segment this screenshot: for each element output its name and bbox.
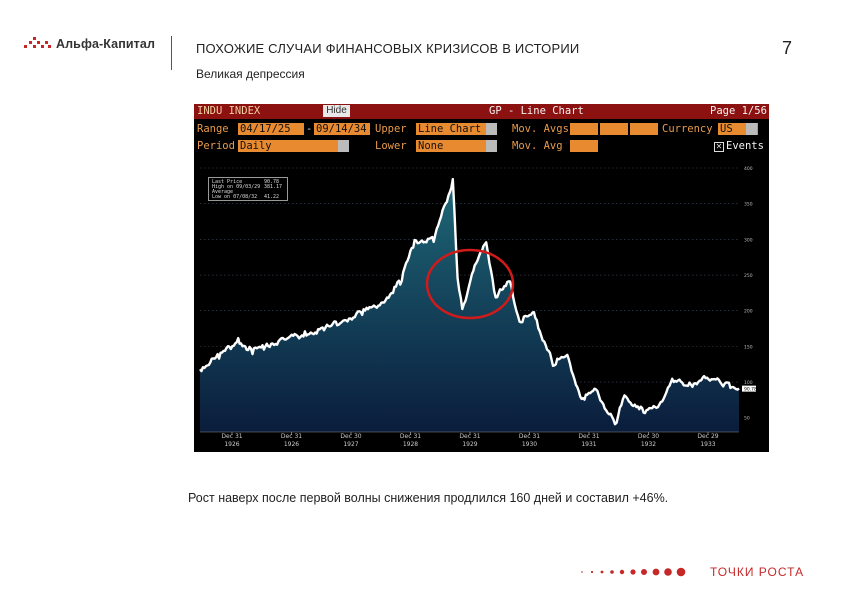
legend-value: 41.22 bbox=[264, 194, 280, 200]
x-tick-label: Dec 31 bbox=[578, 433, 599, 440]
period-field[interactable]: Daily bbox=[238, 140, 338, 152]
x-tick-label: 1928 bbox=[403, 441, 418, 448]
x-tick-label: 1926 bbox=[224, 441, 239, 448]
range-label: Range bbox=[197, 123, 229, 135]
upper-label: Upper bbox=[375, 123, 407, 135]
x-tick-label: Dec 31 bbox=[459, 433, 480, 440]
x-tick-label: 1929 bbox=[462, 441, 477, 448]
mov-avgs-label: Mov. Avgs bbox=[512, 123, 569, 135]
lower-field[interactable]: None bbox=[416, 140, 486, 152]
legend-value: 90.78 bbox=[264, 179, 280, 185]
mov-avgs-field-2[interactable] bbox=[600, 123, 628, 135]
company-logo: Альфа-Капитал bbox=[22, 36, 155, 52]
range-start-field[interactable]: 04/17/25 bbox=[238, 123, 304, 135]
legend-label: Last Price bbox=[212, 179, 243, 185]
slide-subtitle: Великая депрессия bbox=[196, 67, 305, 81]
terminal-title-bar bbox=[194, 104, 769, 119]
x-tick-label: Dec 29 bbox=[697, 433, 718, 440]
upper-field[interactable]: Line Chart bbox=[416, 123, 486, 135]
legend-label: Average bbox=[212, 189, 234, 195]
period-dropdown-icon[interactable] bbox=[338, 140, 349, 152]
header-divider bbox=[171, 36, 172, 70]
last-price-marker bbox=[742, 385, 756, 392]
x-tick-label: Dec 31 bbox=[221, 433, 242, 440]
period-label: Period bbox=[197, 140, 235, 152]
y-tick-label: 100 bbox=[744, 380, 753, 386]
currency-label: Currency bbox=[662, 123, 713, 135]
x-tick-label: Dec 30 bbox=[340, 433, 361, 440]
y-tick-label: 250 bbox=[744, 273, 753, 279]
page-number: 7 bbox=[782, 38, 793, 58]
mov-avg-label: Mov. Avg bbox=[512, 140, 563, 152]
terminal-chart-window: INDU INDEX Hide GP - Line Chart Page 1/5… bbox=[194, 104, 769, 452]
y-tick-label: 300 bbox=[744, 237, 753, 243]
slide-title: ПОХОЖИЕ СЛУЧАИ ФИНАНСОВЫХ КРИЗИСОВ В ИСТ… bbox=[196, 41, 580, 56]
legend-label: Low on 07/08/32 bbox=[212, 194, 258, 200]
x-tick-label: 1932 bbox=[641, 441, 656, 448]
legend-label: High on 09/03/29 bbox=[212, 184, 261, 190]
function-title: GP - Line Chart bbox=[489, 105, 584, 117]
lower-dropdown-icon[interactable] bbox=[486, 140, 497, 152]
hide-button[interactable]: Hide bbox=[323, 105, 350, 117]
lower-label: Lower bbox=[375, 140, 407, 152]
x-tick-label: Dec 31 bbox=[519, 433, 540, 440]
x-tick-label: 1927 bbox=[343, 441, 358, 448]
y-tick-label: 200 bbox=[744, 309, 753, 315]
x-tick-label: 1930 bbox=[522, 441, 537, 448]
x-tick-label: 1933 bbox=[700, 441, 715, 448]
range-dash: - bbox=[306, 123, 313, 135]
x-tick-label: 1931 bbox=[581, 441, 596, 448]
x-tick-label: Dec 31 bbox=[400, 433, 421, 440]
y-tick-label: 350 bbox=[744, 202, 753, 208]
company-name: Альфа-Капитал bbox=[56, 37, 155, 51]
currency-dropdown-icon[interactable] bbox=[746, 123, 757, 135]
mov-avg-field[interactable] bbox=[570, 140, 598, 152]
footer-tagline: ТОЧКИ РОСТА bbox=[710, 565, 805, 579]
y-tick-label: 50 bbox=[744, 416, 750, 422]
chart-legend: Last Price 90.78 High on 09/03/29 381.17… bbox=[208, 177, 288, 201]
growth-dots-icon bbox=[581, 567, 686, 577]
y-tick-label: 400 bbox=[744, 166, 753, 172]
slide-caption: Рост наверх после первой волны снижения … bbox=[188, 491, 669, 505]
ticker-label: INDU INDEX bbox=[197, 105, 261, 117]
mov-avgs-field-1[interactable] bbox=[570, 123, 598, 135]
y-tick-label: 90.78 bbox=[744, 387, 757, 393]
events-label: Events bbox=[726, 140, 764, 152]
legend-value: 381.17 bbox=[264, 184, 283, 190]
logo-icon bbox=[24, 37, 51, 48]
price-line bbox=[199, 177, 740, 426]
events-checkbox[interactable]: ✕ bbox=[714, 142, 724, 152]
x-tick-label: 1926 bbox=[284, 441, 299, 448]
x-tick-label: Dec 31 bbox=[281, 433, 302, 440]
y-tick-label: 150 bbox=[744, 344, 753, 350]
highlight-circle bbox=[425, 248, 515, 320]
range-end-field[interactable]: 09/14/34 bbox=[314, 123, 370, 135]
mov-avgs-field-3[interactable] bbox=[630, 123, 658, 135]
page-indicator: Page 1/56 bbox=[710, 105, 767, 117]
x-tick-label: Dec 30 bbox=[638, 433, 659, 440]
upper-dropdown-icon[interactable] bbox=[486, 123, 497, 135]
price-area bbox=[200, 179, 739, 432]
